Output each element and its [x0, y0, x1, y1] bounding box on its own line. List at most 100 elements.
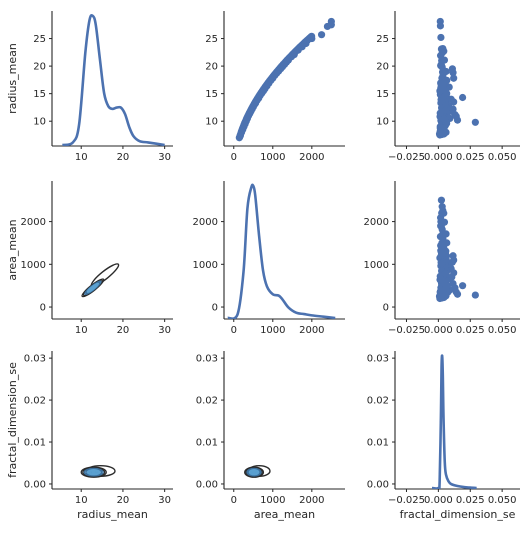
y-tick-label: 0.00 — [367, 479, 389, 490]
x-tick-label: −0.025 — [388, 152, 425, 163]
y-tick-label: 0.00 — [196, 479, 218, 490]
panel-1-1: 0 1000 2000 0 1000 2000 — [193, 181, 345, 336]
scatter-point — [437, 129, 445, 137]
scatter-point — [440, 278, 448, 286]
x-axis-label-fractal_dimension_se: fractal_dimension_se — [400, 508, 516, 521]
x-tick-label: 30 — [158, 152, 171, 163]
scatter-point — [448, 65, 456, 73]
y-tick-label: 0.02 — [24, 396, 46, 407]
x-tick-label: 0.025 — [456, 325, 485, 336]
panel-1-2: −0.025 0.000 0.025 0.050 0 1000 2000 — [364, 181, 520, 336]
x-tick-label: −0.025 — [388, 325, 425, 336]
scatter-point — [441, 106, 450, 114]
y-tick-label: 1000 — [193, 260, 218, 271]
scatter-point — [449, 279, 457, 288]
y-tick-label: 0.01 — [196, 438, 218, 449]
scatter-point — [441, 86, 449, 94]
x-tick-label: 20 — [117, 152, 130, 163]
scatter-point — [452, 112, 460, 120]
x-tick-label: 30 — [158, 495, 171, 506]
scatter-point — [459, 282, 467, 290]
y-tick-label: 0 — [383, 303, 389, 314]
scatter-point — [452, 288, 460, 296]
y-tick-label: 15 — [33, 89, 46, 100]
x-tick-label: 2000 — [299, 152, 324, 163]
scatter-point — [441, 269, 450, 277]
scatter-point — [471, 291, 479, 299]
scatter-point — [450, 74, 458, 82]
y-tick-label: 25 — [205, 34, 218, 45]
panel-2-1: 0 1000 2000 0.00 0.01 0.02 0.03 — [196, 351, 345, 506]
y-tick-label: 0 — [40, 303, 46, 314]
x-tick-label: 1000 — [260, 152, 285, 163]
scatter-point — [449, 252, 457, 260]
y-tick-label: 1000 — [364, 260, 389, 271]
scatter-point — [317, 31, 326, 39]
y-tick-label: 0 — [212, 303, 218, 314]
x-tick-label: 0.025 — [456, 495, 485, 506]
x-tick-label: 20 — [117, 495, 130, 506]
y-tick-label: 20 — [205, 62, 218, 73]
y-tick-label: 0.01 — [367, 438, 389, 449]
x-tick-label: 1000 — [260, 495, 285, 506]
y-tick-label: 1000 — [21, 260, 46, 271]
y-tick-label: 20 — [376, 62, 389, 73]
scatter-area_mean-vs-fractal_dimension_se — [435, 196, 479, 303]
scatter-point — [448, 273, 456, 281]
panel-2-2: −0.025 0.000 0.025 0.050 0.00 0.01 0.02 0.03 — [367, 351, 520, 506]
y-tick-label: 10 — [376, 117, 389, 128]
y-tick-label: 25 — [376, 34, 389, 45]
x-tick-label: 2000 — [299, 325, 324, 336]
x-tick-label: 0 — [231, 495, 237, 506]
scatter-point — [450, 98, 458, 106]
scatter-point — [441, 249, 449, 257]
panel-2-0: 10 20 30 0.00 0.01 0.02 0.03 — [24, 351, 173, 506]
panel-0-0: 10 20 30 10 15 20 25 — [33, 11, 173, 163]
y-tick-label: 0.03 — [196, 354, 218, 365]
y-tick-label: 0.00 — [24, 479, 46, 490]
scatter-point — [437, 196, 446, 204]
scatter-point — [437, 292, 445, 301]
y-tick-label: 2000 — [21, 217, 46, 228]
x-tick-label: 0.050 — [488, 325, 517, 336]
y-tick-label: 0.02 — [196, 396, 218, 407]
scatter-point — [439, 44, 447, 53]
kde2d-fractal_dimension_se-vs-area_mean — [244, 464, 271, 478]
x-tick-label: 30 — [158, 325, 171, 336]
panel-0-2: −0.025 0.000 0.025 0.050 10 15 20 25 — [376, 11, 520, 163]
y-tick-label: 0.02 — [367, 396, 389, 407]
x-tick-label: 0.000 — [424, 152, 453, 163]
scatter-radius_mean-vs-area_mean — [235, 17, 335, 142]
scatter-point — [438, 259, 446, 268]
x-tick-label: 0 — [231, 325, 237, 336]
y-tick-label: 2000 — [364, 217, 389, 228]
kde-curve-radius_mean — [62, 13, 165, 146]
x-axis-label-area_mean: area_mean — [254, 508, 315, 521]
y-tick-label: 0.03 — [367, 354, 389, 365]
scatter-radius_mean-vs-fractal_dimension_se — [435, 17, 479, 139]
x-tick-label: 0.050 — [488, 495, 517, 506]
kde-curve-area_mean — [227, 183, 336, 319]
scatter-point — [440, 243, 448, 251]
scatter-point — [327, 21, 335, 29]
y-tick-label: 20 — [33, 62, 46, 73]
kde-contour — [252, 470, 256, 474]
scatter-point — [437, 223, 445, 231]
kde2d-area_mean-vs-radius_mean — [81, 263, 120, 298]
kde2d-fractal_dimension_se-vs-radius_mean — [80, 464, 116, 478]
panel-1-0: 10 20 30 0 1000 2000 — [21, 181, 173, 336]
scatter-point — [308, 32, 316, 40]
y-tick-label: 10 — [33, 117, 46, 128]
panel-0-1: 0 1000 2000 10 15 20 25 — [205, 11, 345, 163]
x-tick-label: 10 — [75, 325, 88, 336]
scatter-point — [437, 33, 445, 42]
scatter-point — [437, 60, 445, 69]
scatter-point — [438, 287, 446, 295]
x-tick-label: 20 — [117, 325, 130, 336]
scatter-point — [439, 206, 447, 215]
y-tick-label: 0.03 — [24, 354, 46, 365]
x-tick-label: 0 — [231, 152, 237, 163]
y-tick-label: 15 — [205, 89, 218, 100]
